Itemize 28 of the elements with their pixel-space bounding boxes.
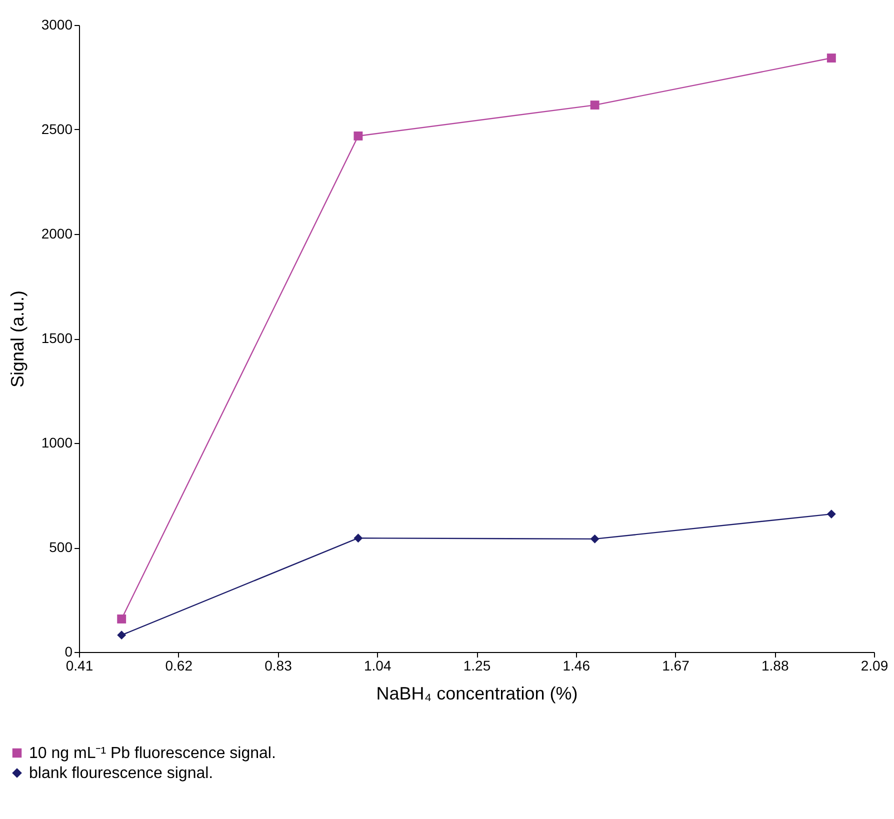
y-axis-title: Signal (a.u.) bbox=[7, 290, 28, 388]
point bbox=[117, 614, 126, 624]
y-tick-label: 3000 bbox=[41, 16, 73, 32]
x-tick-label: 1.88 bbox=[762, 658, 789, 674]
point bbox=[826, 510, 836, 519]
y-tick-label: 1500 bbox=[41, 330, 73, 346]
y-tick-label: 2000 bbox=[41, 226, 73, 242]
legend-label: blank flourescence signal. bbox=[29, 765, 214, 782]
x-tick-label: 0.41 bbox=[66, 658, 94, 674]
x-tick-label: 1.04 bbox=[364, 658, 392, 674]
point bbox=[117, 630, 126, 640]
x-tick-label: 0.62 bbox=[165, 658, 193, 674]
x-tick-label: 2.09 bbox=[860, 658, 888, 674]
y-tick-label: 500 bbox=[49, 539, 73, 555]
point bbox=[354, 132, 363, 140]
y-tick-label: 0 bbox=[64, 644, 73, 660]
y-tick-label: 1000 bbox=[41, 434, 73, 450]
legend-label: 10 ng mL⁻¹ Pb fluorescence signal. bbox=[29, 745, 276, 762]
x-tick-label: 1.67 bbox=[662, 658, 690, 674]
x-tick-label: 1.25 bbox=[463, 658, 491, 674]
x-axis-title: NaBH₄ concentration (%) bbox=[376, 684, 578, 704]
point bbox=[590, 534, 600, 544]
x-tick-label: 1.46 bbox=[562, 658, 590, 674]
y-tick-label: 2500 bbox=[41, 121, 73, 137]
point bbox=[590, 100, 600, 110]
point bbox=[826, 54, 836, 62]
x-tick-label: 0.83 bbox=[264, 658, 292, 674]
point bbox=[354, 534, 363, 543]
